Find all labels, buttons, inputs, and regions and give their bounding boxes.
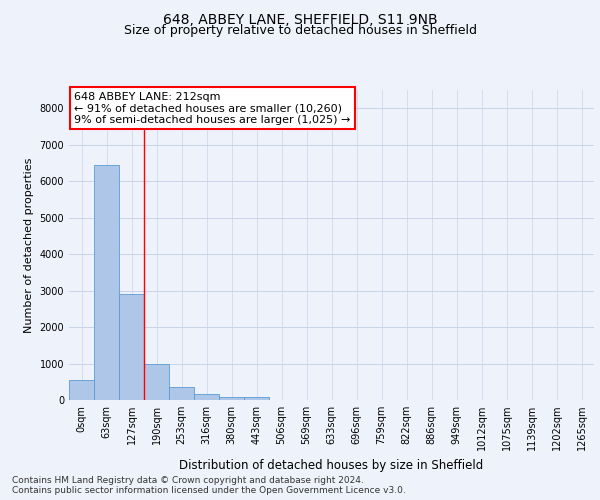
Bar [94, 166, 119, 400]
X-axis label: Distribution of detached houses by size in Sheffield: Distribution of detached houses by size … [179, 458, 484, 471]
Text: 648 ABBEY LANE: 212sqm
← 91% of detached houses are smaller (10,260)
9% of semi-: 648 ABBEY LANE: 212sqm ← 91% of detached… [74, 92, 350, 124]
Bar [69, 380, 94, 400]
Bar [219, 396, 244, 400]
Text: Contains HM Land Registry data © Crown copyright and database right 2024.
Contai: Contains HM Land Registry data © Crown c… [12, 476, 406, 495]
Bar [144, 364, 169, 400]
Bar [244, 398, 269, 400]
Y-axis label: Number of detached properties: Number of detached properties [24, 158, 34, 332]
Text: 648, ABBEY LANE, SHEFFIELD, S11 9NB: 648, ABBEY LANE, SHEFFIELD, S11 9NB [163, 12, 437, 26]
Bar [169, 387, 194, 400]
Bar [194, 394, 219, 400]
Text: Size of property relative to detached houses in Sheffield: Size of property relative to detached ho… [124, 24, 476, 37]
Bar [119, 294, 144, 400]
